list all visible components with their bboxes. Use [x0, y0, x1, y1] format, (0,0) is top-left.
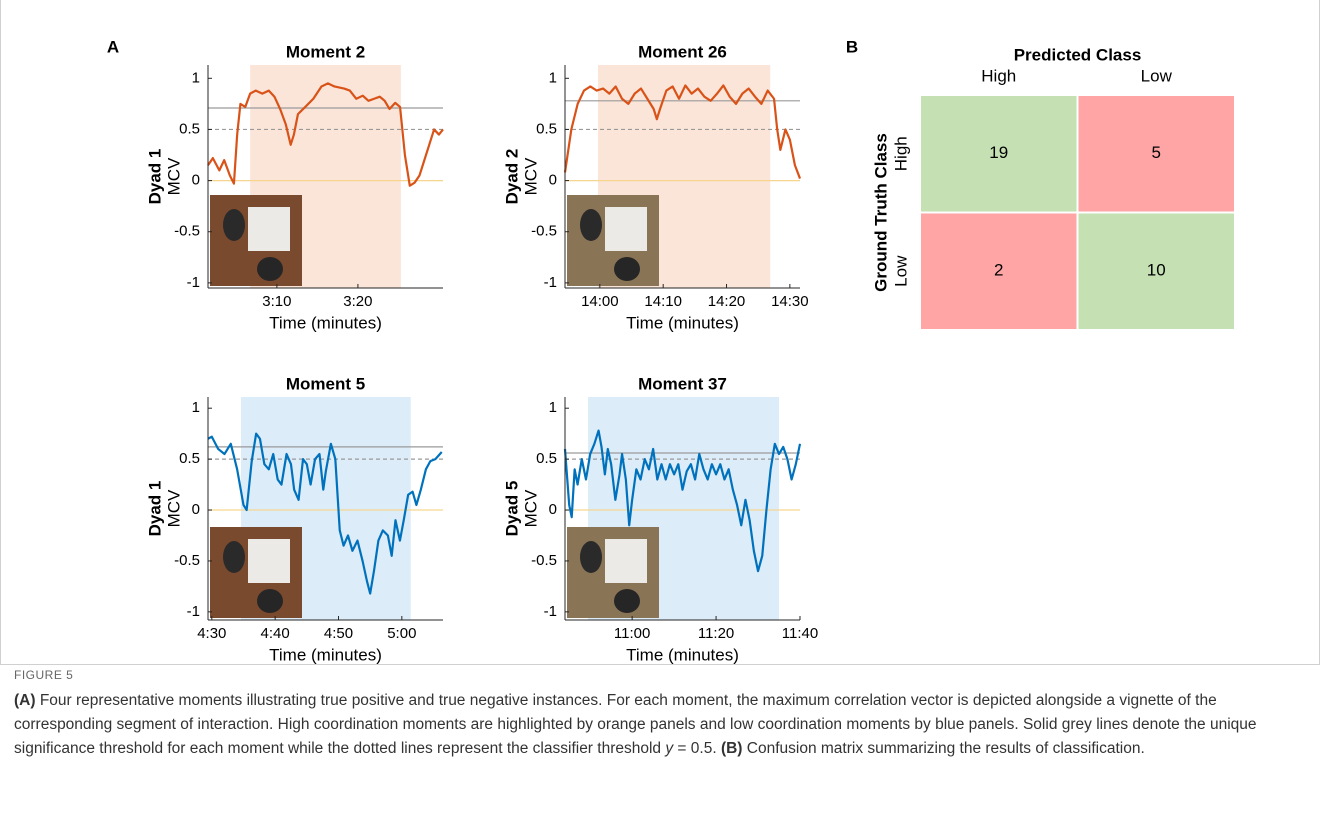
caption: FIGURE 5 (A) Four representative moments…	[14, 668, 1310, 761]
caption-run: Confusion matrix summarizing the results…	[742, 740, 1144, 757]
y-tick-label: -0.5	[531, 552, 557, 569]
y-tick-label: -1	[187, 274, 200, 291]
y-category-label: High	[891, 136, 910, 171]
chart-title: Moment 26	[638, 42, 727, 61]
caption-run: y	[665, 740, 673, 757]
x-tick-label: 3:20	[343, 293, 372, 310]
vignette	[567, 195, 659, 286]
vignette	[210, 195, 302, 286]
vignette-person	[257, 257, 283, 281]
y-tick-label: 1	[192, 399, 200, 416]
caption-run: (B)	[721, 740, 743, 757]
figure-label: FIGURE 5	[14, 668, 1310, 682]
y-axis-label: Ground Truth Class	[871, 133, 890, 292]
y-axis-label-bold: Dyad 2	[502, 149, 521, 205]
x-tick-label: 14:20	[708, 293, 746, 310]
y-tick-label: -1	[544, 603, 557, 620]
y-tick-label: -0.5	[531, 223, 557, 240]
y-axis-label: MCV	[521, 157, 540, 195]
panel-label: B	[846, 37, 858, 56]
page: {"panel_labels": ["A", "B"], "chart_data…	[0, 0, 1320, 836]
x-axis-label: Time (minutes)	[626, 645, 739, 664]
x-tick-label: 14:10	[644, 293, 682, 310]
y-tick-label: -1	[544, 274, 557, 291]
cell-value: 2	[994, 261, 1003, 280]
panel-label: A	[107, 37, 119, 56]
y-tick-label: 1	[549, 399, 557, 416]
y-axis-label: MCV	[521, 489, 540, 527]
x-tick-label: 4:30	[197, 625, 226, 642]
vignette-person	[614, 589, 640, 613]
x-axis-label: Time (minutes)	[269, 313, 382, 332]
vignette-person	[257, 589, 283, 613]
y-tick-label: 0	[549, 501, 557, 518]
y-axis-label-bold: Dyad 1	[145, 149, 164, 205]
figure: A B -1 -0.5 0 0.5 1 3:10 3:20 Moment 2 Time (minut…	[0, 0, 1320, 664]
x-tick-label: 4:40	[261, 625, 290, 642]
vignette	[567, 527, 659, 618]
y-category-label: Low	[891, 255, 910, 287]
y-tick-label: 0.5	[536, 120, 557, 137]
x-tick-label: 11:40	[782, 625, 818, 642]
vignette-person	[614, 257, 640, 281]
x-axis-label: Time (minutes)	[269, 645, 382, 664]
y-tick-label: 0	[549, 172, 557, 189]
y-axis-label-bold: Dyad 5	[502, 481, 521, 537]
x-axis-label: Time (minutes)	[626, 313, 739, 332]
y-axis-label: MCV	[164, 157, 183, 195]
x-tick-label: 11:20	[698, 625, 734, 642]
chart-title: Moment 2	[286, 42, 365, 61]
vignette-table	[605, 207, 647, 251]
y-tick-label: 0	[192, 501, 200, 518]
vignette-table	[248, 207, 290, 251]
y-axis-label: MCV	[164, 489, 183, 527]
chart-title: Moment 5	[286, 374, 365, 393]
vignette-table	[605, 539, 647, 583]
y-tick-label: 1	[192, 69, 200, 86]
vignette-table	[248, 539, 290, 583]
x-tick-label: 4:50	[324, 625, 353, 642]
cell-value: 5	[1152, 143, 1161, 162]
vignette	[210, 527, 302, 618]
y-tick-label: 0.5	[179, 450, 200, 467]
y-tick-label: 0	[192, 172, 200, 189]
x-tick-label: 3:10	[262, 293, 291, 310]
vignette-person	[580, 209, 602, 241]
x-category-label: Low	[1141, 66, 1173, 85]
x-tick-label: 11:00	[614, 625, 650, 642]
y-tick-label: -0.5	[174, 552, 200, 569]
chart-title: Moment 37	[638, 374, 727, 393]
y-tick-label: 0.5	[179, 120, 200, 137]
x-tick-label: 5:00	[387, 625, 416, 642]
y-tick-label: 0.5	[536, 450, 557, 467]
vignette-person	[223, 541, 245, 573]
chart-title: Predicted Class	[1014, 45, 1142, 64]
y-tick-label: 1	[549, 69, 557, 86]
x-category-label: High	[981, 66, 1016, 85]
vignette-person	[580, 541, 602, 573]
vignette-person	[223, 209, 245, 241]
x-tick-label: 14:30	[771, 293, 809, 310]
y-tick-label: -1	[187, 603, 200, 620]
y-axis-label-bold: Dyad 1	[145, 481, 164, 537]
x-tick-label: 14:00	[581, 293, 619, 310]
caption-text: (A) Four representative moments illustra…	[14, 689, 1310, 761]
caption-run: = 0.5.	[673, 740, 721, 757]
caption-run: (A)	[14, 692, 36, 709]
cell-value: 19	[989, 143, 1008, 162]
y-tick-label: -0.5	[174, 223, 200, 240]
cell-value: 10	[1147, 261, 1166, 280]
